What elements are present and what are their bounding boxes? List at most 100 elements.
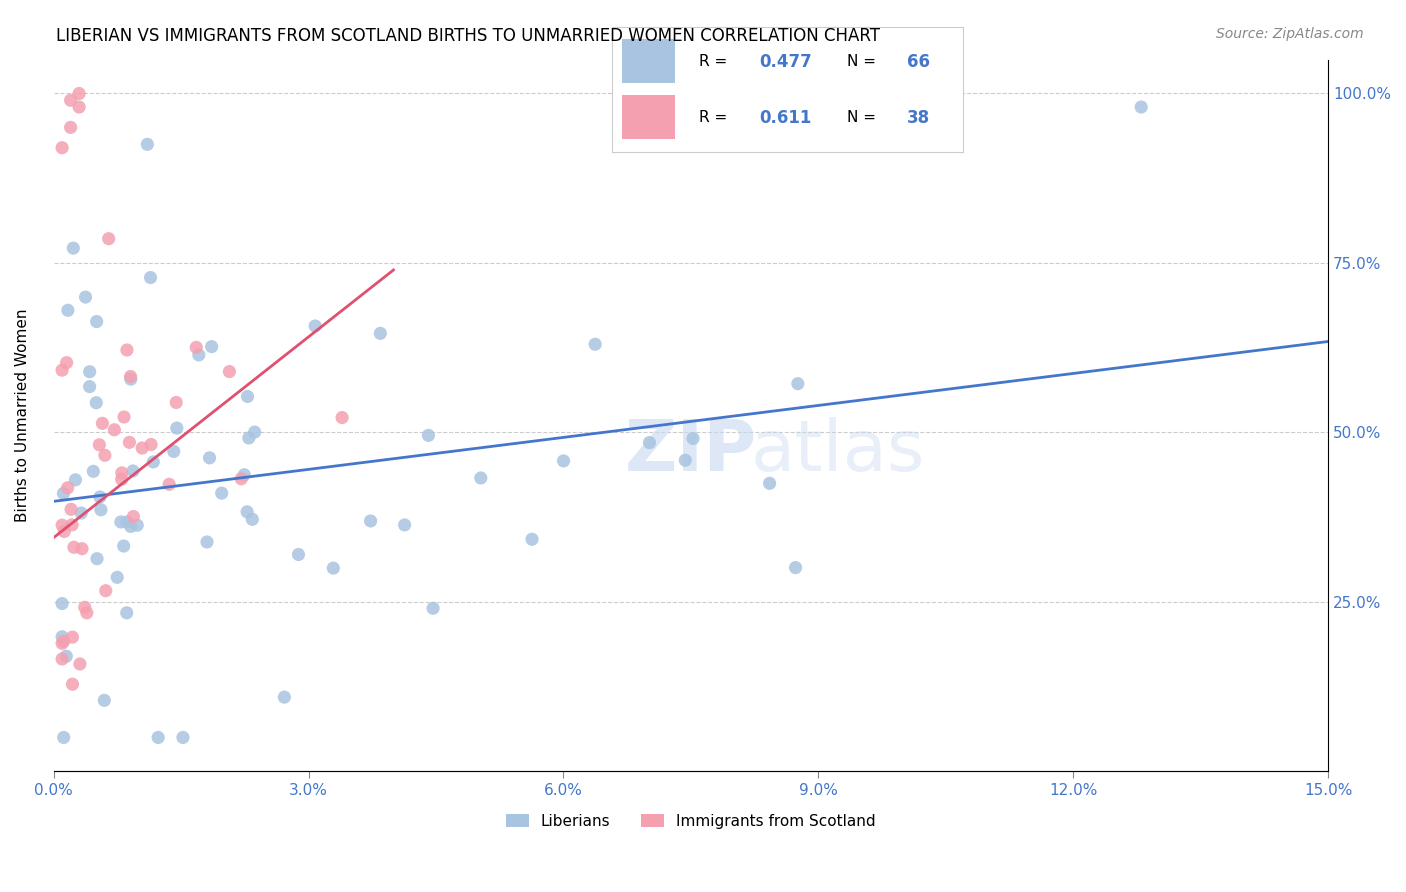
Point: [120, 519, 142, 533]
Point: [1130, 100, 1153, 114]
Point: [470, 471, 492, 485]
Point: [94, 448, 117, 462]
Point: [67, 87, 90, 101]
Point: [304, 318, 326, 333]
Point: [120, 372, 142, 386]
Point: [218, 365, 240, 379]
Text: N =: N =: [848, 111, 882, 126]
Point: [73, 600, 96, 615]
Point: [418, 428, 440, 442]
Point: [287, 548, 309, 562]
Point: [233, 467, 256, 482]
Point: [127, 518, 149, 533]
Point: [110, 515, 132, 529]
Y-axis label: Births to Unmarried Women: Births to Unmarried Women: [15, 309, 30, 522]
Point: [94, 583, 117, 598]
Point: [195, 535, 218, 549]
Point: [394, 517, 416, 532]
Point: [142, 455, 165, 469]
Point: [553, 454, 575, 468]
Point: [273, 690, 295, 705]
Point: [236, 389, 259, 403]
FancyBboxPatch shape: [621, 95, 675, 139]
Point: [79, 365, 101, 379]
Point: [187, 348, 209, 362]
Point: [240, 512, 263, 526]
Point: [51, 518, 73, 533]
Point: [56, 303, 79, 318]
Point: [51, 597, 73, 611]
Text: 66: 66: [907, 53, 929, 70]
Point: [82, 464, 104, 478]
Point: [201, 340, 224, 354]
Point: [84, 395, 107, 409]
Point: [69, 657, 91, 671]
Text: R =: R =: [700, 54, 733, 70]
Point: [51, 630, 73, 644]
Point: [97, 232, 120, 246]
Point: [111, 472, 134, 486]
Point: [583, 337, 606, 351]
Point: [60, 517, 83, 532]
Point: [52, 634, 75, 648]
Point: [67, 100, 90, 114]
Point: [89, 490, 111, 504]
Point: [90, 503, 112, 517]
Point: [520, 533, 543, 547]
Point: [89, 438, 111, 452]
Point: [111, 466, 134, 480]
Text: N =: N =: [848, 54, 882, 70]
Point: [51, 363, 73, 377]
Point: [62, 241, 84, 255]
Point: [59, 93, 82, 107]
Point: [638, 435, 661, 450]
Point: [55, 356, 77, 370]
Point: [70, 506, 93, 520]
FancyBboxPatch shape: [621, 39, 675, 83]
Point: [758, 476, 780, 491]
Point: [163, 444, 186, 458]
Point: [63, 541, 86, 555]
Text: 38: 38: [907, 109, 929, 127]
Legend: Liberians, Immigrants from Scotland: Liberians, Immigrants from Scotland: [499, 807, 882, 835]
Point: [51, 636, 73, 650]
Point: [112, 539, 135, 553]
Point: [122, 464, 145, 478]
Point: [62, 677, 84, 691]
Point: [165, 395, 187, 409]
Point: [166, 421, 188, 435]
Point: [236, 505, 259, 519]
Point: [139, 270, 162, 285]
Point: [198, 450, 221, 465]
Text: atlas: atlas: [751, 417, 925, 485]
Point: [112, 409, 135, 424]
Point: [91, 417, 114, 431]
Text: R =: R =: [700, 111, 733, 126]
Point: [115, 343, 138, 357]
Point: [136, 137, 159, 152]
Point: [368, 326, 391, 341]
Point: [51, 652, 73, 666]
Point: [105, 570, 128, 584]
Point: [231, 472, 253, 486]
Point: [52, 731, 75, 745]
Point: [115, 515, 138, 529]
Point: [115, 606, 138, 620]
Point: [673, 453, 696, 467]
Point: [93, 693, 115, 707]
Point: [146, 731, 169, 745]
Text: ZIP: ZIP: [624, 417, 756, 485]
Point: [65, 473, 87, 487]
Text: 0.611: 0.611: [759, 109, 811, 127]
Point: [243, 425, 266, 439]
Point: [120, 369, 142, 384]
Point: [103, 423, 125, 437]
Point: [118, 435, 141, 450]
Point: [86, 314, 108, 328]
Point: [172, 731, 194, 745]
Point: [86, 551, 108, 566]
Point: [51, 141, 73, 155]
Point: [322, 561, 344, 575]
Point: [422, 601, 444, 615]
Point: [55, 649, 77, 664]
